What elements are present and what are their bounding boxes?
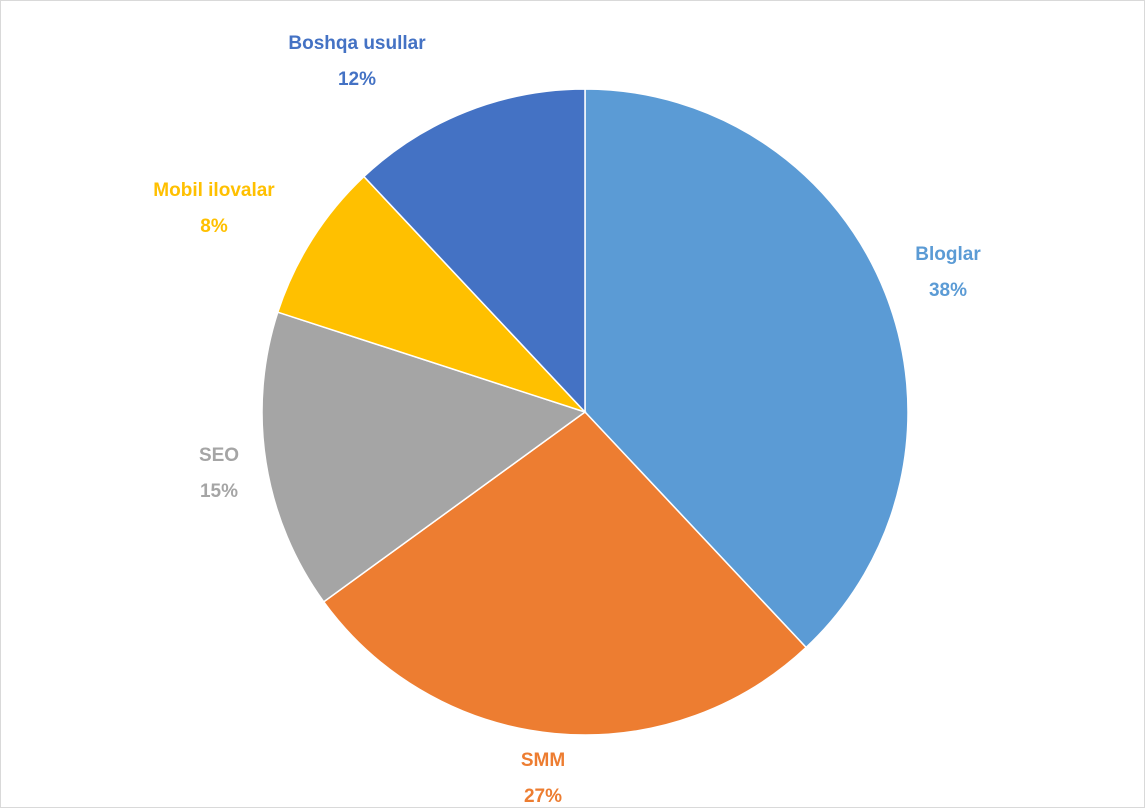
slice-percent-label: 38%: [929, 280, 967, 301]
pie-slice-boshqa-usullar: [362, 88, 586, 414]
slice-percent-label: 8%: [200, 216, 228, 237]
pie-labels: Bloglar 38% SMM 27% SEO 15% Mobil ilovalar 8% Bo…: [153, 33, 981, 807]
slice-percent-label: 12%: [338, 69, 376, 90]
pie-slice-bloglar: [584, 88, 909, 649]
pie-slice-seo: [261, 311, 587, 603]
slice-name-label: Boshqa usullar: [288, 33, 426, 54]
pie-slices: [261, 88, 909, 736]
slice-percent-label: 15%: [200, 481, 238, 502]
slice-name-label: SEO: [199, 445, 239, 466]
slice-percent-label: 27%: [524, 786, 562, 807]
pie-slice-mobil-ilovalar: [276, 175, 586, 413]
pie-slice-smm: [322, 411, 808, 736]
slice-name-label: Bloglar: [915, 244, 981, 265]
slice-name-label: SMM: [521, 750, 565, 771]
slice-name-label: Mobil ilovalar: [153, 180, 275, 201]
